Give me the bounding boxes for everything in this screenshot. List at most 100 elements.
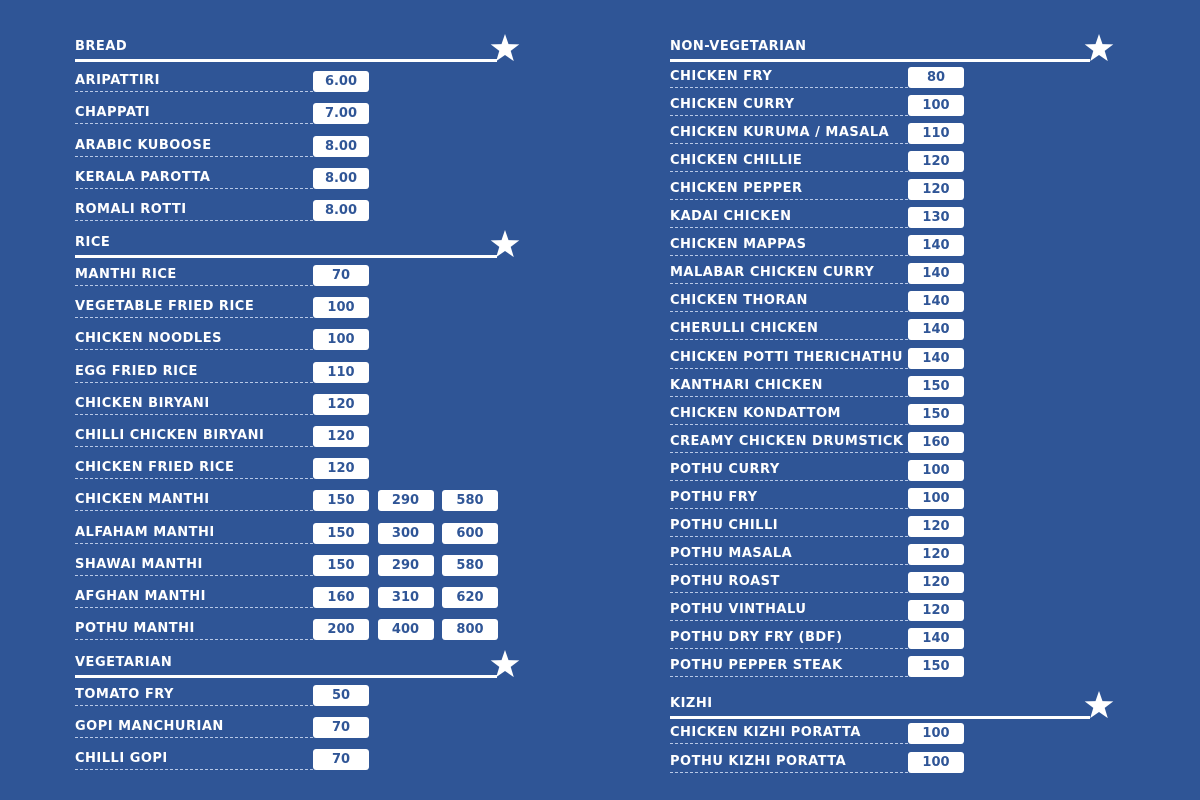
item-name: CHICKEN THORAN bbox=[670, 293, 908, 313]
item-name: POTHU MASALA bbox=[670, 546, 908, 565]
item-price: 120 bbox=[313, 426, 369, 447]
item-price: 70 bbox=[313, 265, 369, 286]
item-price: 100 bbox=[313, 297, 369, 319]
item-name: POTHU CURRY bbox=[670, 462, 908, 481]
item-name: POTHU ROAST bbox=[670, 574, 908, 593]
item-price: 120 bbox=[313, 458, 369, 480]
item-name: POTHU PEPPER STEAK bbox=[670, 658, 908, 678]
section-title: VEGETARIAN bbox=[75, 655, 173, 670]
star-icon bbox=[490, 650, 520, 678]
item-name: CHICKEN POTTI THERICHATHU bbox=[670, 350, 908, 369]
item-price: 310 bbox=[377, 587, 434, 608]
item-name: TOMATO FRY bbox=[75, 687, 313, 706]
item-price: 8.00 bbox=[313, 200, 369, 222]
item-price: 120 bbox=[908, 179, 964, 201]
item-price: 130 bbox=[908, 207, 964, 229]
item-price: 200 bbox=[313, 619, 369, 641]
item-name: CREAMY CHICKEN DRUMSTICK bbox=[670, 434, 908, 453]
item-price: 140 bbox=[908, 235, 964, 257]
section-title: KIZHI bbox=[670, 696, 713, 711]
item-name: CHICKEN MAPPAS bbox=[670, 237, 908, 257]
item-price: 160 bbox=[908, 431, 964, 453]
item-price: 80 bbox=[908, 67, 964, 88]
item-name: CHICKEN FRY bbox=[670, 69, 908, 88]
item-price: 100 bbox=[908, 95, 964, 117]
item-name: POTHU CHILLI bbox=[670, 518, 908, 537]
item-name: CHERULLI CHICKEN bbox=[670, 321, 908, 341]
item-price: 580 bbox=[442, 554, 498, 576]
item-name: CHICKEN KIZHI PORATTA bbox=[670, 725, 908, 744]
item-price: 140 bbox=[908, 291, 964, 313]
item-price: 100 bbox=[908, 487, 964, 509]
item-price: 120 bbox=[908, 599, 964, 621]
item-price: 70 bbox=[313, 717, 369, 738]
item-name: ARIPATTIRI bbox=[75, 73, 313, 92]
item-price: 400 bbox=[377, 619, 434, 641]
star-icon bbox=[1084, 691, 1114, 719]
item-price: 120 bbox=[908, 543, 964, 565]
star-icon bbox=[1084, 34, 1114, 62]
item-price: 140 bbox=[908, 319, 964, 341]
item-price: 150 bbox=[313, 554, 369, 576]
item-name: MALABAR CHICKEN CURRY bbox=[670, 265, 908, 285]
star-icon bbox=[490, 230, 520, 258]
item-price: 150 bbox=[908, 403, 964, 425]
item-price: 290 bbox=[377, 490, 434, 512]
section-rule bbox=[670, 716, 1090, 719]
item-price: 100 bbox=[908, 752, 964, 773]
item-name: KANTHARI CHICKEN bbox=[670, 378, 908, 397]
section-title: NON-VEGETARIAN bbox=[670, 39, 807, 54]
item-price: 110 bbox=[908, 123, 964, 145]
item-price: 8.00 bbox=[313, 135, 369, 157]
item-name: VEGETABLE FRIED RICE bbox=[75, 299, 313, 319]
section-rule bbox=[75, 675, 497, 678]
item-name: CHILLI GOPI bbox=[75, 751, 313, 770]
item-price: 100 bbox=[908, 459, 964, 481]
item-name: CHICKEN KONDATTOM bbox=[670, 406, 908, 425]
item-name: CHICKEN PEPPER bbox=[670, 181, 908, 201]
item-name: KERALA PAROTTA bbox=[75, 170, 313, 189]
item-price: 100 bbox=[908, 723, 964, 744]
section-rule bbox=[670, 59, 1090, 62]
item-price: 70 bbox=[313, 749, 369, 770]
item-name: MANTHI RICE bbox=[75, 267, 313, 286]
item-price: 580 bbox=[442, 490, 498, 512]
item-name: POTHU KIZHI PORATTA bbox=[670, 754, 908, 773]
item-name: CHILLI CHICKEN BIRYANI bbox=[75, 428, 313, 447]
star-icon bbox=[490, 34, 520, 62]
item-name: CHICKEN CHILLIE bbox=[670, 153, 908, 173]
item-price: 290 bbox=[377, 554, 434, 576]
item-name: CHICKEN MANTHI bbox=[75, 492, 313, 512]
item-price: 120 bbox=[313, 393, 369, 415]
item-name: POTHU FRY bbox=[670, 490, 908, 509]
item-price: 120 bbox=[908, 571, 964, 593]
item-price: 150 bbox=[908, 656, 964, 678]
item-price: 300 bbox=[377, 522, 434, 544]
item-price: 110 bbox=[313, 361, 369, 383]
item-name: AFGHAN MANTHI bbox=[75, 589, 313, 608]
item-price: 6.00 bbox=[313, 71, 369, 92]
item-name: ARABIC KUBOOSE bbox=[75, 138, 313, 157]
item-price: 160 bbox=[313, 587, 369, 608]
section-title: RICE bbox=[75, 235, 111, 250]
item-name: CHICKEN BIRYANI bbox=[75, 396, 313, 415]
item-price: 7.00 bbox=[313, 103, 369, 125]
section-rule bbox=[75, 59, 497, 62]
item-price: 120 bbox=[908, 515, 964, 537]
item-price: 140 bbox=[908, 263, 964, 285]
item-name: KADAI CHICKEN bbox=[670, 209, 908, 229]
item-name: ALFAHAM MANTHI bbox=[75, 525, 313, 544]
item-price: 620 bbox=[442, 587, 498, 608]
item-price: 150 bbox=[908, 375, 964, 397]
item-name: POTHU MANTHI bbox=[75, 621, 313, 641]
item-name: ROMALI ROTTI bbox=[75, 202, 313, 222]
item-price: 600 bbox=[442, 522, 498, 544]
item-name: GOPI MANCHURIAN bbox=[75, 719, 313, 738]
item-price: 140 bbox=[908, 347, 964, 369]
item-price: 120 bbox=[908, 151, 964, 173]
item-price: 100 bbox=[313, 329, 369, 351]
section-title: BREAD bbox=[75, 39, 128, 54]
item-name: SHAWAI MANTHI bbox=[75, 557, 313, 576]
item-name: POTHU DRY FRY (BDF) bbox=[670, 630, 908, 649]
